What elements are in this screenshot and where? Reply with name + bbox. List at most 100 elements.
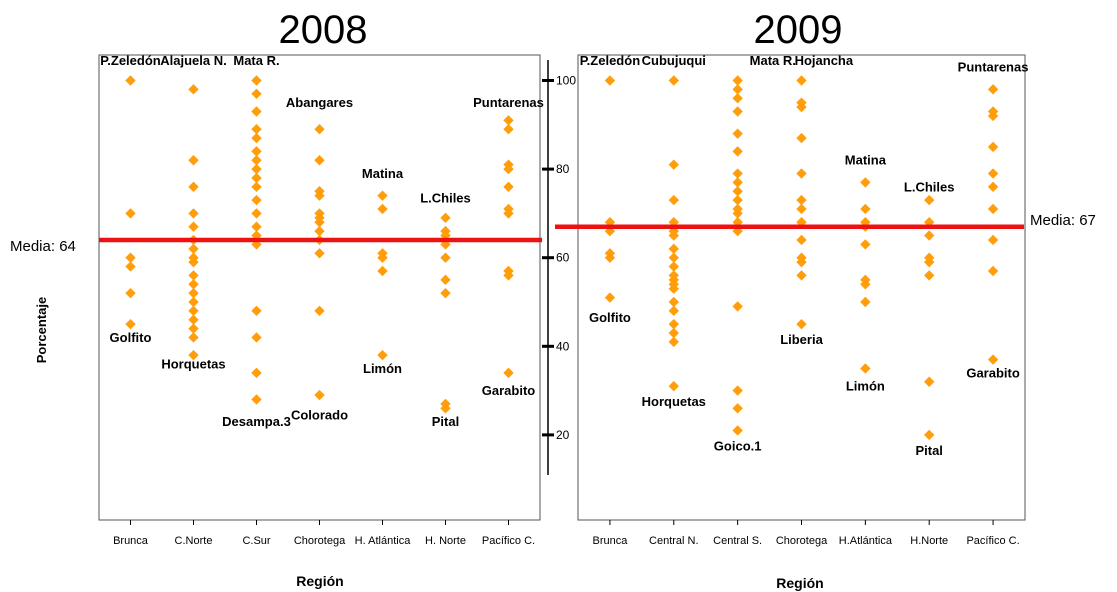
data-point: [732, 177, 743, 188]
data-point: [251, 132, 262, 144]
point-annotation: Puntarenas: [473, 95, 544, 110]
y-axis: 20 40 60 80 100: [542, 60, 576, 475]
data-point: [924, 376, 935, 387]
data-point: [987, 110, 999, 122]
data-point: [440, 239, 451, 250]
data-point: [503, 208, 514, 219]
data-point: [668, 194, 679, 206]
data-point: [188, 181, 199, 193]
x-tick-label: C.Sur: [242, 535, 270, 547]
data-point: [251, 208, 262, 219]
data-point: [796, 234, 807, 246]
data-point: [377, 349, 388, 361]
data-point: [604, 292, 616, 303]
data-point: [668, 336, 679, 348]
data-point: [604, 75, 616, 86]
point-annotation: Limón: [363, 361, 402, 376]
data-point: [440, 287, 451, 299]
data-point: [987, 84, 999, 95]
data-point: [732, 425, 743, 436]
point-annotation: Mata R.: [750, 53, 796, 68]
data-point: [251, 163, 262, 175]
data-point: [125, 318, 136, 330]
panel-2009: 2009 P.Zeledón Cubujuqui Mata R.Hojancha Ma…: [555, 8, 1096, 591]
point-annotation: Matina: [845, 153, 887, 168]
data-point: [796, 318, 807, 330]
panel-title-2008: 2008: [279, 8, 368, 52]
data-point: [188, 243, 199, 255]
data-point: [924, 270, 935, 281]
data-point: [188, 208, 199, 219]
data-point: [188, 256, 199, 268]
data-point: [188, 270, 199, 281]
point-annotation: Pital: [915, 443, 942, 458]
data-point: [732, 194, 743, 206]
point-annotation: P.Zeledón: [580, 53, 641, 68]
data-point: [732, 208, 743, 219]
x-tick-label: Chorotega: [776, 535, 828, 547]
data-point: [860, 296, 871, 308]
data-point: [668, 75, 679, 86]
data-point: [251, 75, 262, 86]
data-point: [125, 75, 136, 86]
data-point: [188, 84, 199, 95]
x-tick-label: H.Atlántica: [839, 535, 893, 547]
point-annotation: P.Zeledón: [100, 53, 161, 68]
data-point: [188, 305, 199, 317]
points-2009: [604, 75, 999, 441]
x-tick-label: H. Atlántica: [355, 535, 412, 547]
data-point: [732, 146, 743, 157]
data-point: [668, 296, 679, 308]
data-point: [796, 203, 807, 215]
data-point: [314, 217, 325, 228]
point-annotation: Golfito: [589, 310, 631, 325]
data-point: [125, 252, 136, 263]
point-annotation: Pital: [432, 414, 459, 429]
data-point: [188, 349, 199, 361]
data-point: [125, 287, 136, 299]
data-point: [604, 252, 616, 263]
plot-frame-2009: [577, 54, 1026, 521]
data-point: [440, 212, 451, 224]
data-point: [188, 221, 199, 232]
data-point: [251, 106, 262, 117]
point-annotation: Alajuela N.: [160, 53, 226, 68]
data-point: [732, 84, 743, 95]
data-point: [188, 155, 199, 166]
x-tick-label: Brunca: [113, 535, 149, 547]
point-annotation: Garabito: [482, 383, 536, 398]
point-annotation: Horquetas: [161, 356, 225, 371]
x-tick-label: Pacífico C.: [966, 535, 1019, 547]
data-point: [188, 287, 199, 299]
point-annotation: L.Chiles: [904, 179, 955, 194]
data-point: [314, 389, 325, 401]
data-point: [503, 367, 514, 379]
data-point: [924, 194, 935, 206]
point-annotation: Goico.1: [714, 438, 762, 453]
data-point: [251, 394, 262, 405]
data-point: [251, 124, 262, 135]
data-point: [668, 380, 679, 392]
x-tick-label: H. Norte: [425, 535, 466, 547]
point-annotation: Abangares: [286, 95, 353, 110]
data-point: [503, 163, 514, 175]
data-point: [503, 115, 514, 126]
point-annotation: Horquetas: [642, 394, 706, 409]
point-annotation: Desampa.3: [222, 414, 291, 429]
data-point: [732, 75, 743, 86]
y-tick-label: 40: [556, 339, 570, 353]
data-point: [503, 124, 514, 135]
data-point: [668, 327, 679, 339]
data-point: [440, 274, 451, 286]
y-tick-label: 80: [556, 162, 570, 176]
data-point: [668, 252, 679, 263]
data-point: [377, 190, 388, 201]
data-point: [188, 296, 199, 308]
point-annotation: Matina: [362, 166, 404, 181]
data-point: [503, 181, 514, 193]
data-point: [987, 168, 999, 179]
data-point: [796, 194, 807, 206]
data-point: [188, 332, 199, 343]
data-point: [668, 217, 679, 228]
